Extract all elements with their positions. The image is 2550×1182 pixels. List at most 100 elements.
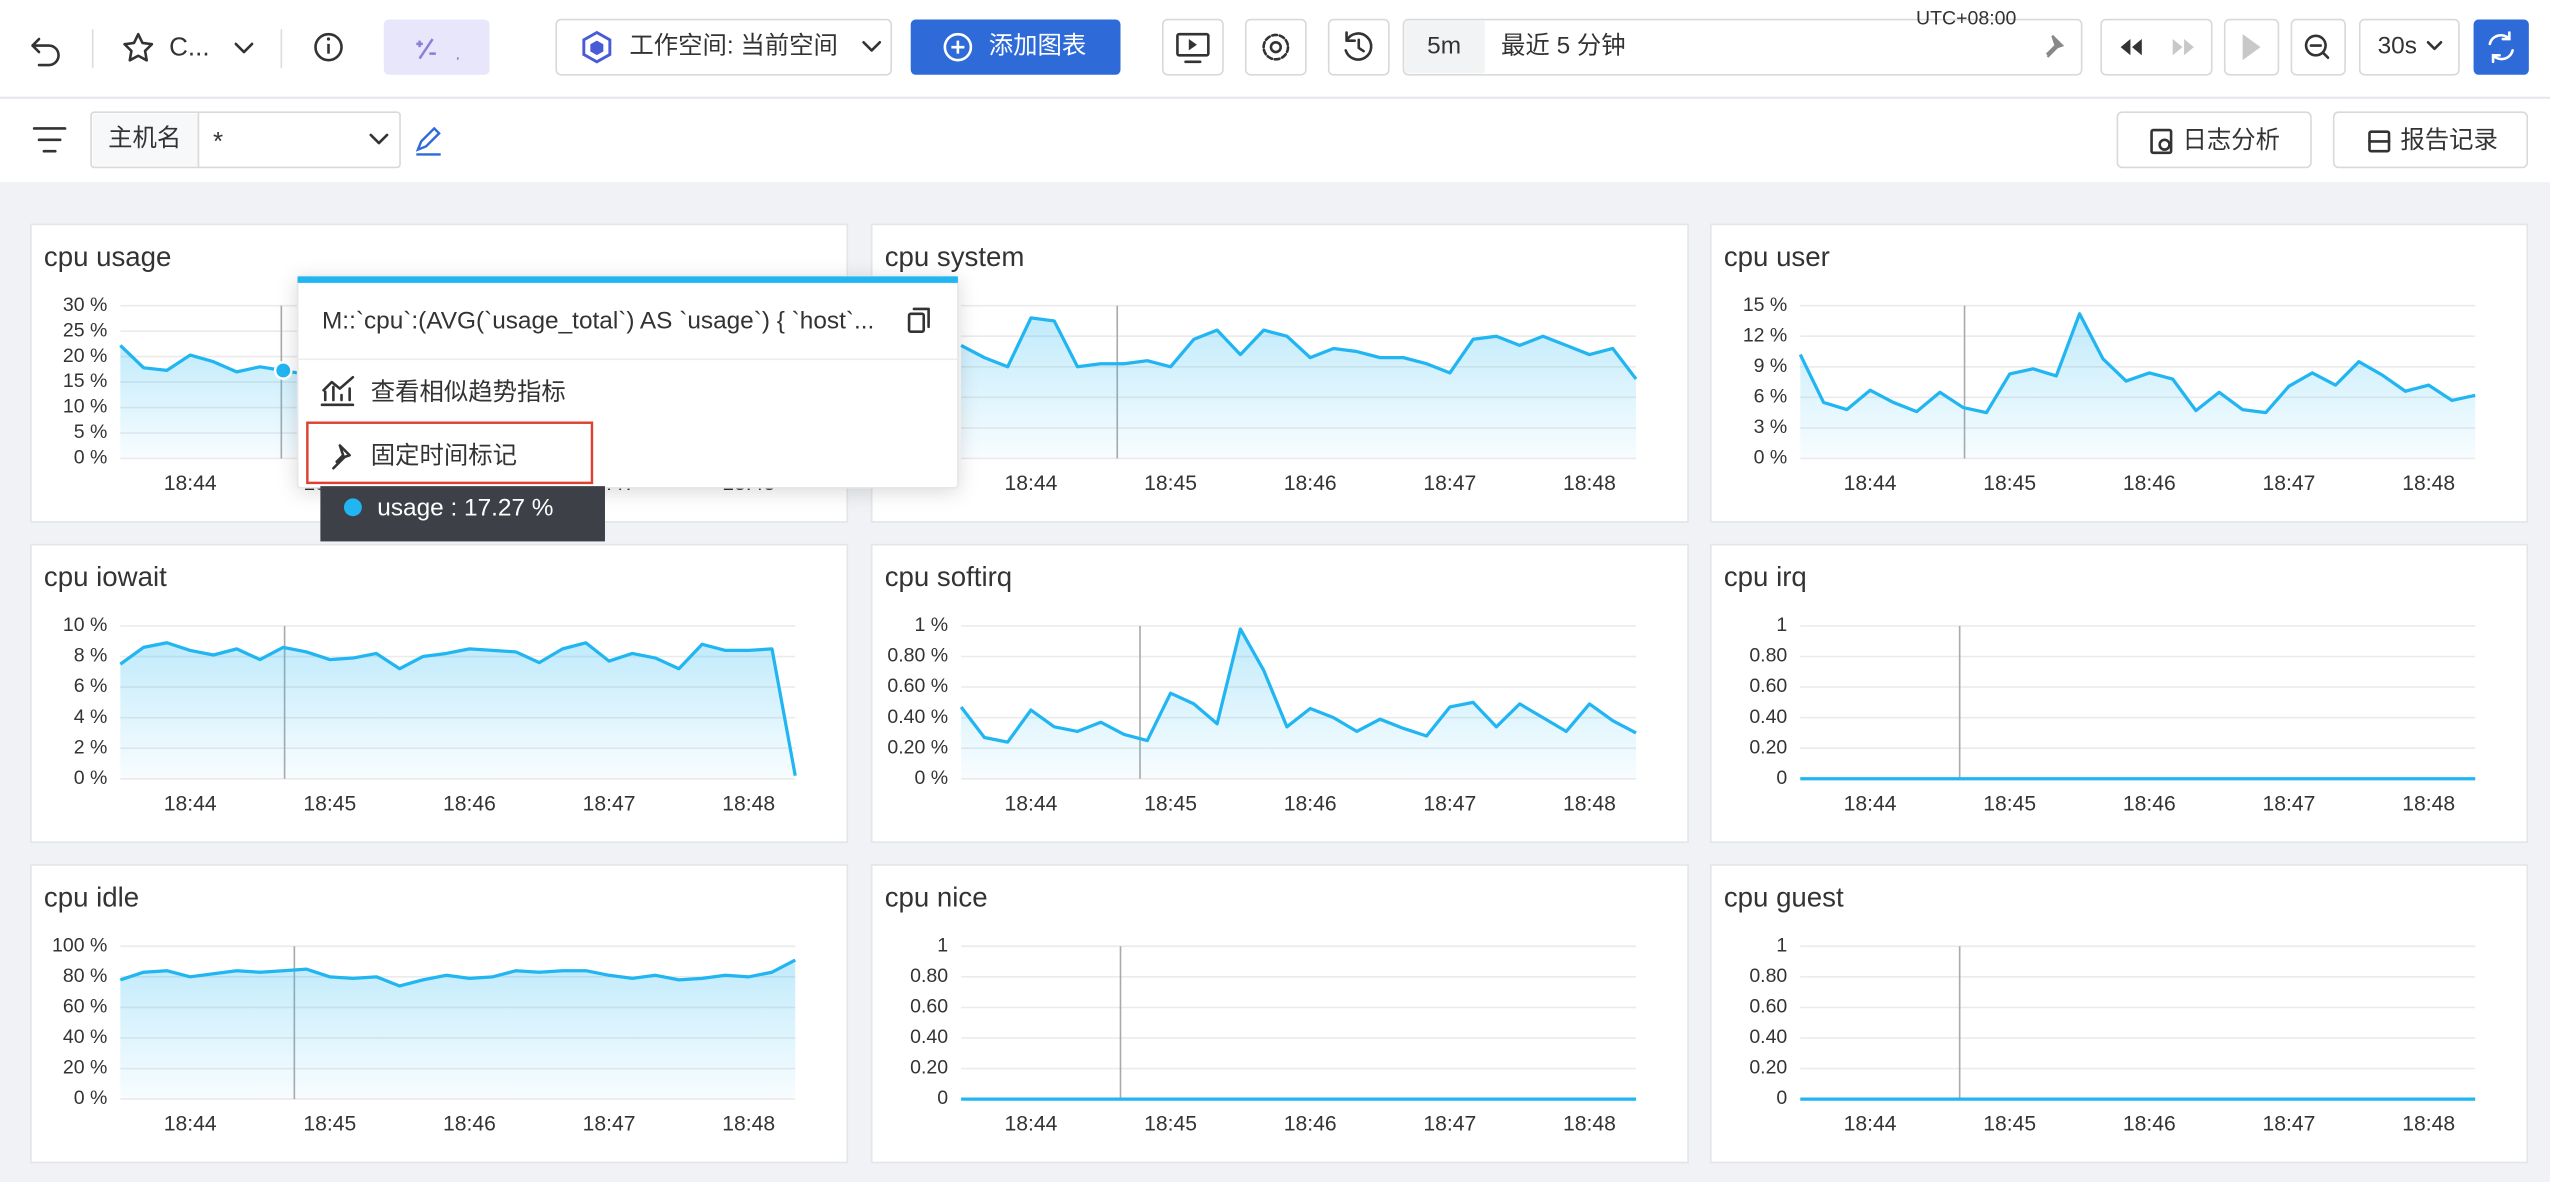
filter-value[interactable]: * [213, 126, 223, 156]
context-menu: M::`cpu`:(AVG(`usage_total`) AS `usage`)… [296, 275, 959, 489]
chart-panel: cpu irq 0 0.20 0.40 0.60 0.80 1 18:44 18:45 18:46… [1710, 543, 2529, 844]
tooltip-text: usage : 17.27 % [377, 494, 553, 521]
x-tick-label: 18:45 [303, 1113, 356, 1136]
query-text: M::`cpu`:(AVG(`usage_total`) AS `usage`)… [322, 307, 874, 334]
area [961, 629, 1637, 779]
chart-title: cpu usage [44, 241, 172, 272]
line [959, 627, 1637, 744]
x-tick-label: 18:44 [1005, 1113, 1058, 1136]
x-tick-label: 18:46 [2123, 792, 2176, 815]
y-tick-label: 0.80 [910, 965, 948, 987]
x-tick-label: 18:46 [1284, 1113, 1337, 1136]
zoom-out-button[interactable] [2290, 18, 2346, 76]
y-tick-label: 9 % [1754, 355, 1788, 377]
info-button[interactable] [314, 32, 343, 62]
report-record-label: 报告记录 [2400, 127, 2498, 154]
chart-title: cpu softirq [885, 561, 1012, 592]
filter-bar: 主机名 * 日志分析 报告记录 [0, 99, 2550, 183]
y-tick-label: 0 % [1754, 447, 1788, 469]
x-tick-label: 18:46 [2123, 1113, 2176, 1136]
y-tick-label: 0.40 [1749, 706, 1787, 728]
area [1800, 313, 2476, 459]
x-tick-label: 18:44 [164, 792, 217, 815]
x-tick-label: 18:48 [2402, 472, 2455, 495]
report-record-button[interactable] [2332, 111, 2529, 169]
x-tick-label: 18:45 [1144, 792, 1197, 815]
timezone: UTC+08:00 [1916, 8, 2016, 30]
y-tick-label: 60 % [63, 996, 107, 1018]
x-tick-label: 18:47 [1423, 472, 1476, 495]
y-tick-label: 0.80 % [887, 645, 948, 667]
copy-button[interactable] [907, 312, 926, 333]
x-tick-label: 18:47 [2263, 792, 2316, 815]
chart-panel: cpu softirq 0 % 0.20 % 0.40 % 0.60 % 0.80 % 1 … [870, 543, 1689, 844]
y-tick-label: 1 [937, 934, 948, 956]
y-tick-label: 0.20 [910, 1057, 948, 1079]
x-tick-label: 18:44 [164, 1113, 217, 1136]
y-tick-label: 0 % [74, 767, 108, 789]
time-range: 最近 5 分钟 [1501, 33, 1626, 60]
y-tick-label: 0.40 [1749, 1026, 1787, 1048]
y-tick-label: 0.60 [910, 996, 948, 1018]
y-tick-label: 15 % [63, 370, 107, 392]
y-tick-label: 0.20 [1749, 736, 1787, 758]
x-tick-label: 18:44 [1005, 792, 1058, 815]
chart-panel: cpu guest 0 0.20 0.40 0.60 0.80 1 18:44 18:45 18:… [1710, 864, 2529, 1164]
log-analysis-label: 日志分析 [2182, 127, 2280, 154]
edit-filter-button[interactable] [415, 126, 441, 156]
pin-button[interactable] [2045, 34, 2065, 58]
y-tick-label: 0 % [74, 1087, 108, 1109]
y-tick-label: 15 % [1743, 294, 1787, 316]
x-tick-label: 18:47 [583, 1113, 636, 1136]
y-tick-label: 0.80 [1749, 965, 1787, 987]
add-chart-button[interactable] [910, 19, 1121, 75]
area [961, 317, 1637, 459]
dashboard-dropdown[interactable] [234, 42, 254, 54]
x-tick-label: 18:45 [1983, 1113, 2036, 1136]
y-tick-label: 2 % [74, 736, 108, 758]
x-tick-label: 18:48 [722, 792, 775, 815]
panel [1710, 543, 2529, 844]
menu-item[interactable]: 查看相似趋势指标 [371, 379, 566, 406]
hover-point [273, 361, 293, 380]
y-tick-label: 0.80 [1749, 645, 1787, 667]
menu-item[interactable]: 固定时间标记 [371, 442, 517, 469]
refresh-interval-select[interactable] [2358, 18, 2460, 76]
refresh-button[interactable] [2473, 19, 2529, 75]
time-range-picker[interactable] [1402, 18, 2083, 76]
step-buttons[interactable] [2100, 18, 2213, 76]
area [120, 960, 796, 1100]
x-tick-label: 18:45 [303, 792, 356, 815]
y-tick-label: 5 % [74, 421, 108, 443]
x-tick-label: 18:44 [1844, 472, 1897, 495]
y-tick-label: 6 % [74, 675, 108, 697]
chart-title: cpu idle [44, 881, 139, 912]
chart-title: cpu nice [885, 881, 988, 912]
y-tick-label: 0 [1776, 767, 1787, 789]
area [120, 642, 796, 779]
y-tick-label: 12 % [1743, 324, 1787, 346]
workspace-select[interactable] [555, 18, 893, 76]
filter-icon[interactable] [32, 127, 67, 153]
y-tick-label: 0 % [915, 767, 949, 789]
variable-button[interactable] [383, 19, 490, 75]
star-button[interactable] [123, 32, 154, 62]
refresh-interval: 30s [2378, 33, 2417, 60]
chart-panel: cpu system0 %1 %2 %3 %4 %5 %18:4418:4518… [870, 223, 1689, 523]
y-tick-label: 4 % [74, 706, 108, 728]
x-tick-label: 18:46 [443, 1113, 496, 1136]
chart-title: cpu iowait [44, 561, 167, 592]
toolbar: C... 工作空间: 当前空间 添加图表 5m 最近 5 分钟 UTC+08:0… [0, 0, 2550, 99]
undo-button[interactable] [31, 37, 60, 67]
x-tick-label: 18:47 [2263, 1113, 2316, 1136]
y-tick-label: 0 % [74, 447, 108, 469]
x-tick-label: 18:47 [1423, 1113, 1476, 1136]
y-tick-label: 1 % [915, 614, 949, 636]
x-tick-label: 18:48 [1563, 1113, 1616, 1136]
dashboard-name[interactable]: C... [169, 32, 209, 62]
settings-button[interactable] [1244, 18, 1307, 76]
y-tick-label: 1 [1776, 934, 1787, 956]
x-tick-label: 18:46 [443, 792, 496, 815]
y-tick-label: 0.40 % [887, 706, 948, 728]
workspace-label: 工作空间: 当前空间 [629, 33, 838, 60]
